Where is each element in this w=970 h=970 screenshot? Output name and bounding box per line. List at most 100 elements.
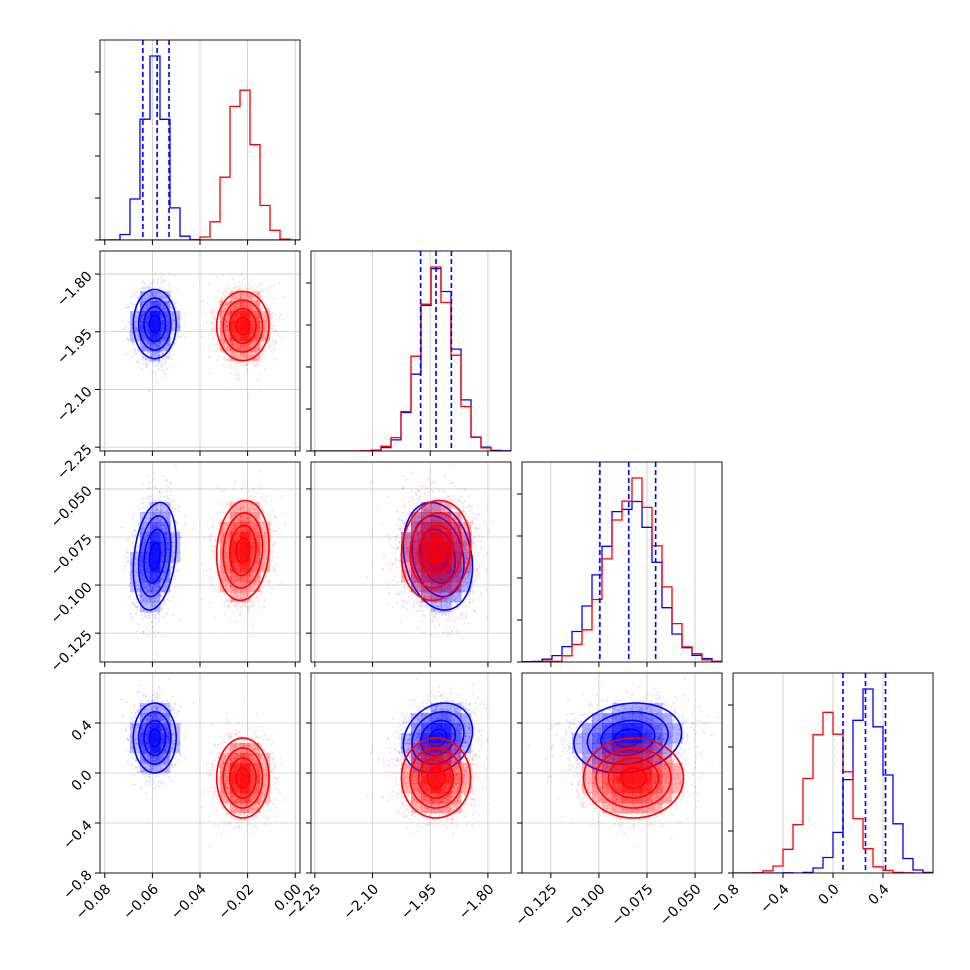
sample-point	[154, 291, 157, 294]
contour-line	[143, 305, 167, 343]
sample-point	[141, 502, 144, 505]
sample-point	[164, 301, 168, 304]
density-cell	[220, 341, 231, 352]
sample-point	[158, 286, 161, 289]
sample-point	[261, 336, 264, 339]
sample-point	[130, 571, 133, 574]
sample-point	[145, 611, 148, 614]
sample-point	[221, 331, 224, 334]
sample-point	[166, 494, 169, 497]
sample-point	[173, 303, 176, 306]
sample-point	[147, 583, 150, 586]
sample-point	[127, 538, 130, 541]
sample-point	[160, 594, 163, 597]
sample-point	[135, 602, 138, 605]
sample-point	[137, 623, 140, 627]
sample-point	[171, 315, 174, 318]
sample-point	[178, 325, 181, 329]
sample-point	[136, 347, 140, 350]
sample-point	[142, 599, 145, 602]
sample-point	[274, 347, 277, 350]
sample-point	[231, 277, 234, 280]
sample-point	[241, 378, 244, 381]
sample-point	[150, 610, 153, 613]
sample-point	[227, 521, 230, 524]
sample-point	[233, 306, 236, 309]
sample-point	[134, 557, 137, 560]
sample-point	[160, 277, 163, 280]
sample-point	[150, 283, 153, 286]
sample-point	[263, 327, 266, 330]
sample-point	[146, 292, 149, 295]
sample-point	[235, 304, 238, 307]
sample-point	[224, 295, 227, 298]
sample-point	[268, 310, 271, 313]
sample-point	[167, 357, 170, 360]
sample-point	[209, 321, 212, 324]
sample-point	[219, 299, 222, 302]
sample-point	[142, 609, 145, 613]
sample-point	[142, 497, 145, 500]
sample-point	[140, 298, 143, 301]
sample-point	[230, 361, 233, 364]
sample-point	[153, 592, 156, 595]
sample-point	[177, 333, 180, 336]
sample-point	[144, 586, 147, 590]
sample-point	[255, 299, 259, 303]
sample-point	[170, 357, 173, 360]
sample-point	[155, 504, 158, 507]
sample-point	[224, 302, 228, 305]
sample-point	[264, 304, 268, 307]
sample-point	[156, 291, 159, 294]
sample-point	[235, 594, 238, 598]
sample-point	[233, 283, 236, 286]
sample-point	[143, 356, 146, 359]
sample-point	[151, 293, 154, 296]
sample-point	[221, 310, 224, 313]
sample-point	[252, 299, 255, 302]
sample-point	[264, 336, 267, 339]
sample-point	[148, 597, 151, 600]
sample-point	[153, 603, 156, 606]
sample-point	[151, 602, 154, 605]
sample-point	[163, 308, 166, 311]
sample-point	[148, 343, 151, 346]
sample-point	[249, 293, 252, 296]
sample-point	[141, 502, 144, 505]
sample-point	[225, 346, 228, 349]
sample-point	[230, 371, 233, 374]
sample-point	[140, 530, 144, 533]
sample-point	[244, 354, 248, 357]
sample-point	[137, 296, 140, 299]
sample-point	[129, 334, 132, 337]
sample-point	[164, 527, 168, 530]
sample-point	[227, 319, 230, 323]
sample-point	[222, 309, 225, 312]
sample-point	[136, 329, 139, 332]
sample-point	[140, 368, 144, 371]
sample-point	[232, 342, 235, 346]
sample-point	[169, 294, 172, 298]
sample-point	[143, 520, 146, 523]
sample-point	[146, 534, 149, 537]
sample-point	[144, 287, 147, 290]
sample-point	[230, 296, 233, 299]
sample-point	[254, 341, 257, 344]
sample-point	[236, 298, 239, 301]
sample-point	[218, 327, 221, 330]
sample-point	[245, 292, 248, 295]
sample-point	[149, 598, 153, 602]
sample-point	[145, 304, 148, 307]
sample-point	[137, 525, 140, 528]
sample-point	[145, 303, 148, 306]
sample-point	[130, 302, 133, 305]
sample-point	[178, 324, 181, 328]
sample-point	[209, 314, 212, 317]
sample-point	[263, 367, 266, 370]
sample-point	[147, 342, 150, 345]
sample-point	[220, 310, 223, 313]
sample-point	[162, 635, 165, 638]
sample-point	[148, 359, 151, 363]
sample-point	[208, 345, 211, 348]
sample-point	[192, 527, 195, 530]
